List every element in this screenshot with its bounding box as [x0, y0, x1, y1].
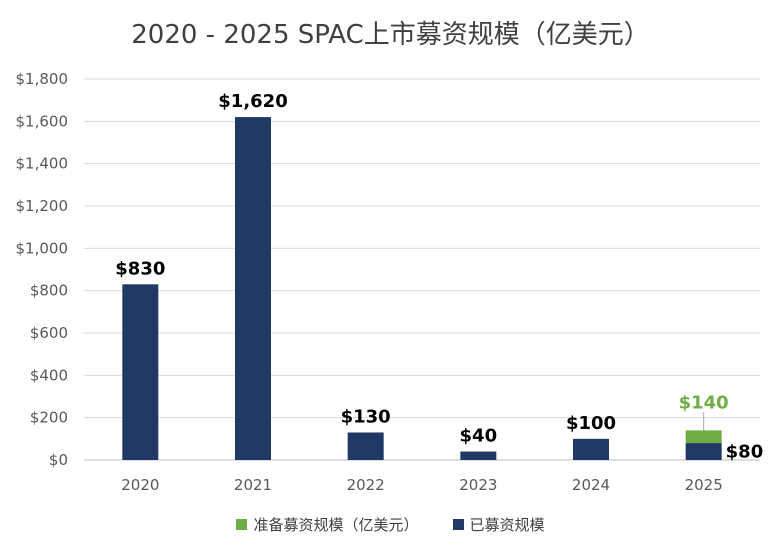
gridlines: [84, 78, 760, 461]
data-label-raised-2025: $80: [726, 442, 764, 463]
data-label-total-2020: $830: [115, 258, 165, 279]
y-tick-label: $1,600: [16, 112, 69, 130]
chart-title: 2020 - 2025 SPAC上市募资规模（亿美元）: [131, 20, 650, 50]
data-labels: $830 $1,620 $130 $40 $100 $140 $80: [115, 91, 763, 462]
x-tick-label-2025: 2025: [685, 476, 723, 494]
legend-label-planned: 准备募资规模（亿美元）: [253, 516, 419, 534]
bar-raised-2023: [460, 451, 497, 460]
y-tick-label: $0: [49, 451, 68, 469]
x-tick-label-2021: 2021: [234, 476, 272, 494]
legend-item-planned: 准备募资规模（亿美元）: [236, 514, 419, 535]
bar-raised-2022: [347, 432, 384, 460]
legend-swatch-planned: [236, 519, 248, 530]
data-label-total-2022: $130: [341, 406, 391, 427]
legend-item-raised: 已募资规模: [452, 514, 545, 535]
bar-planned-2025: [685, 430, 722, 444]
y-tick-label: $800: [30, 282, 68, 300]
y-tick-label: $1,200: [16, 197, 69, 215]
y-tick-label: $600: [30, 324, 68, 342]
bar-raised-2020: [122, 284, 159, 460]
x-tick-label-2020: 2020: [121, 476, 159, 494]
bars: [122, 117, 722, 460]
x-tick-label-2022: 2022: [347, 476, 385, 494]
legend-swatch-raised: [452, 519, 464, 530]
data-label-total-2025: $140: [679, 392, 729, 413]
y-tick-label: $1,400: [16, 155, 69, 173]
y-tick-label: $1,800: [16, 70, 69, 88]
y-tick-label: $400: [30, 366, 68, 384]
data-label-total-2023: $40: [460, 426, 498, 447]
bar-raised-2024: [573, 438, 609, 460]
x-tick-label-2024: 2024: [572, 476, 610, 494]
bar-raised-2025: [685, 443, 722, 460]
x-tick-label-2023: 2023: [459, 476, 497, 494]
x-axis-ticks: 2020 2021 2022 2023 2024 2025: [121, 476, 723, 494]
y-axis-ticks: $0 $200 $400 $600 $800 $1,000 $1,200 $1,400 $1,6…: [16, 70, 69, 469]
data-label-total-2021: $1,620: [218, 91, 287, 112]
legend: 准备募资规模（亿美元） 已募资规模: [0, 514, 781, 535]
y-tick-label: $1,000: [16, 239, 69, 257]
y-tick-label: $200: [30, 409, 68, 427]
data-label-total-2024: $100: [566, 413, 616, 434]
legend-label-raised: 已募资规模: [469, 516, 545, 534]
bar-raised-2021: [235, 117, 271, 460]
